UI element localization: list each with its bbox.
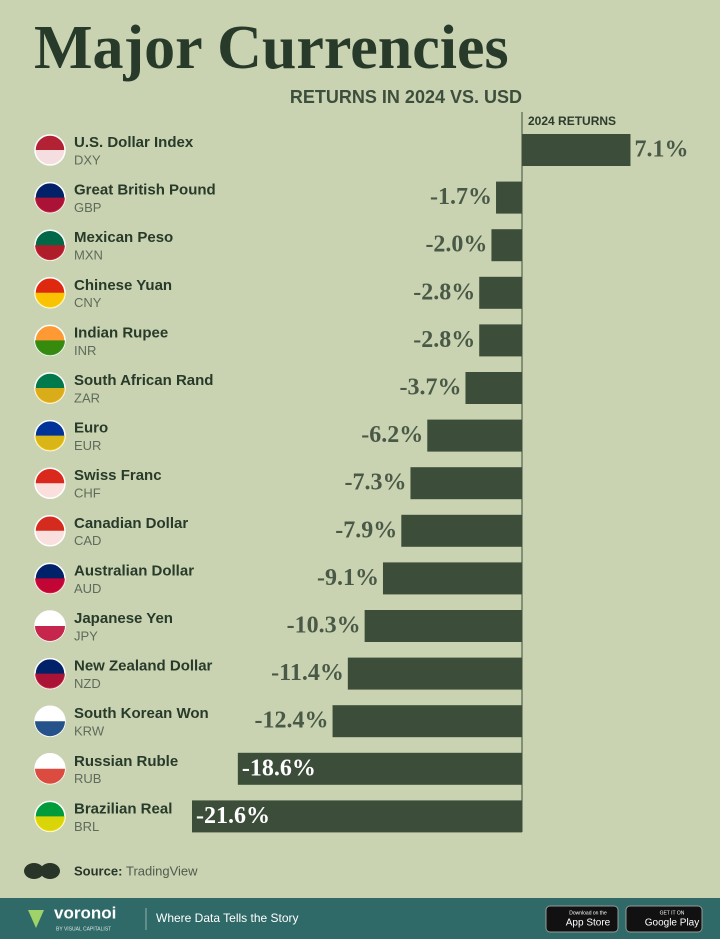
bar	[491, 229, 522, 262]
flag	[35, 768, 65, 784]
value-label: -7.9%	[335, 517, 397, 543]
value-label: -10.3%	[287, 613, 361, 639]
value-label: 7.1%	[634, 137, 688, 163]
app-store-badge[interactable]	[545, 905, 619, 933]
flag	[35, 530, 65, 546]
bar	[401, 514, 522, 547]
bar	[465, 372, 522, 404]
category-label: U.S. Dollar Index	[74, 134, 194, 151]
code-label: EUR	[74, 438, 101, 453]
category-label: Brazilian Real	[74, 800, 172, 817]
category-label: Russian Ruble	[74, 753, 178, 770]
bar	[427, 419, 522, 452]
value-label: -7.3%	[344, 470, 406, 496]
value-label: -11.4%	[271, 660, 344, 686]
code-label: INR	[74, 343, 96, 358]
flag	[35, 292, 65, 308]
category-label: South Korean Won	[74, 705, 209, 722]
category-label: New Zealand Dollar	[74, 658, 213, 675]
logo	[28, 910, 44, 928]
code-label: CAD	[74, 533, 101, 548]
footer: voronoi BY VISUAL CAPITALIST Where Data …	[0, 898, 720, 939]
bar	[347, 657, 522, 690]
source: Source: TradingView	[24, 863, 198, 879]
icon	[24, 863, 44, 879]
value-label: -21.6%	[196, 803, 270, 829]
axis-label: 2024 RETURNS	[528, 114, 616, 128]
category-label: Canadian Dollar	[74, 515, 188, 532]
value-label: -2.0%	[425, 232, 487, 258]
badge-top: GET IT ON	[660, 910, 685, 916]
category-label: Australian Dollar	[74, 562, 194, 579]
bar	[479, 276, 522, 309]
flag	[35, 340, 65, 356]
value-label: -6.2%	[361, 422, 423, 448]
category-label: Mexican Peso	[74, 229, 173, 246]
category-label: Swiss Franc	[74, 467, 162, 484]
category-label: South African Rand	[74, 372, 213, 389]
tagline: Where Data Tells the Story	[156, 911, 299, 925]
google-play-badge[interactable]	[625, 905, 703, 933]
badge-text: Google Play	[645, 918, 699, 929]
bar	[237, 752, 523, 785]
category-label: Euro	[74, 420, 108, 437]
bar	[479, 324, 522, 357]
code-label: ZAR	[74, 390, 100, 405]
badge-top: Download on the	[569, 910, 607, 916]
icon	[40, 863, 60, 879]
flag	[35, 483, 65, 499]
code-label: NZD	[74, 676, 101, 691]
bar	[192, 800, 522, 833]
bar	[496, 181, 522, 214]
flag	[35, 578, 65, 594]
bar	[332, 705, 522, 738]
code-label: KRW	[74, 724, 105, 739]
code-label: MXN	[74, 248, 103, 263]
flag	[35, 816, 65, 832]
flag	[35, 435, 65, 451]
chart-subtitle: RETURNS IN 2024 VS. USD	[290, 87, 522, 107]
bar	[522, 134, 631, 166]
value-label: -12.4%	[255, 708, 329, 734]
flag	[35, 388, 65, 403]
source-name: TradingView	[126, 863, 198, 878]
flag	[35, 245, 65, 261]
category-label: Chinese Yuan	[74, 277, 172, 294]
value-label: -2.8%	[413, 279, 475, 305]
value-label: -18.6%	[242, 755, 316, 781]
flag	[35, 150, 65, 165]
bar	[382, 562, 522, 595]
code-label: DXY	[74, 152, 101, 167]
value-label: -1.7%	[430, 184, 492, 210]
flag	[35, 197, 65, 213]
category-label: Japanese Yen	[74, 610, 173, 627]
category-label: Great British Pound	[74, 182, 216, 199]
code-label: BRL	[74, 819, 99, 834]
source-label: Source:	[74, 863, 122, 878]
code-label: GBP	[74, 200, 101, 215]
category-label: Indian Rupee	[74, 324, 168, 341]
code-label: CNY	[74, 295, 102, 310]
chart-title: Major Currencies	[34, 14, 509, 82]
code-label: RUB	[74, 771, 101, 786]
value-label: -9.1%	[317, 565, 379, 591]
code-label: AUD	[74, 581, 101, 596]
value-label: -3.7%	[399, 375, 461, 401]
flag	[35, 721, 65, 737]
brand-sub: BY VISUAL CAPITALIST	[56, 926, 111, 932]
code-label: CHF	[74, 486, 101, 501]
flag	[35, 673, 65, 689]
badge-text: App Store	[566, 918, 611, 929]
bar	[364, 610, 522, 642]
brand: voronoi	[54, 903, 116, 922]
code-label: JPY	[74, 628, 98, 643]
flag	[35, 626, 65, 641]
value-label: -2.8%	[413, 327, 475, 353]
bar	[410, 467, 522, 500]
